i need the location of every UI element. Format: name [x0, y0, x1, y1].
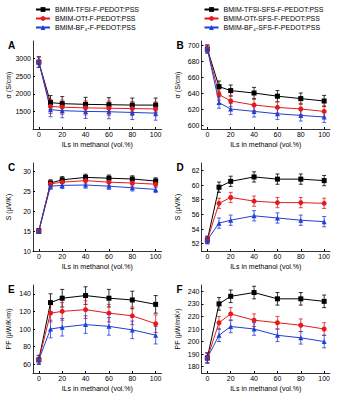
svg-text:680: 680: [188, 58, 200, 65]
svg-text:0: 0: [205, 375, 209, 382]
svg-text:20: 20: [227, 131, 235, 138]
svg-text:80: 80: [23, 343, 31, 350]
svg-text:52: 52: [192, 240, 200, 247]
svg-text:B: B: [177, 40, 184, 51]
svg-text:C: C: [8, 162, 15, 173]
svg-text:0: 0: [205, 253, 209, 260]
svg-text:20: 20: [23, 208, 31, 215]
svg-text:1500: 1500: [15, 108, 31, 115]
svg-text:120: 120: [19, 308, 31, 315]
svg-text:BMIM-TFSI-SFS-F-PEDOT:PSS: BMIM-TFSI-SFS-F-PEDOT:PSS: [224, 6, 324, 13]
svg-text:60: 60: [23, 361, 31, 368]
svg-text:80: 80: [297, 375, 305, 382]
svg-text:20: 20: [227, 375, 235, 382]
svg-text:40: 40: [82, 253, 90, 260]
svg-text:100: 100: [318, 375, 330, 382]
svg-text:60: 60: [105, 375, 113, 382]
svg-text:ILs in methanol (vol.%): ILs in methanol (vol.%): [62, 141, 133, 149]
svg-text:80: 80: [128, 253, 136, 260]
svg-text:20: 20: [58, 375, 66, 382]
svg-text:BMIM-BF₄-SFS-F-PEDOT:PSS: BMIM-BF₄-SFS-F-PEDOT:PSS: [224, 24, 321, 31]
svg-text:E: E: [8, 284, 15, 295]
svg-text:σ (S/cm): σ (S/cm): [5, 72, 13, 99]
svg-text:100: 100: [318, 253, 330, 260]
svg-text:200: 200: [188, 338, 200, 345]
svg-text:20: 20: [58, 253, 66, 260]
svg-text:80: 80: [128, 131, 136, 138]
svg-text:ILs in methanol (vol.%): ILs in methanol (vol.%): [230, 263, 301, 271]
svg-text:700: 700: [188, 42, 200, 49]
svg-text:240: 240: [188, 288, 200, 295]
svg-text:0: 0: [37, 375, 41, 382]
svg-text:660: 660: [188, 74, 200, 81]
svg-text:10: 10: [23, 248, 31, 255]
svg-text:640: 640: [188, 90, 200, 97]
svg-text:BMIM-OTf-F-PEDOT:PSS: BMIM-OTf-F-PEDOT:PSS: [55, 15, 136, 22]
svg-text:BMIM-BF₄-F-PEDOT:PSS: BMIM-BF₄-F-PEDOT:PSS: [55, 24, 136, 31]
svg-text:S (μV/K): S (μV/K): [174, 194, 182, 221]
svg-text:ILs in methanol (vol.%): ILs in methanol (vol.%): [62, 263, 133, 271]
svg-text:180: 180: [188, 363, 200, 370]
svg-text:40: 40: [82, 131, 90, 138]
svg-text:PF (μW/K²m): PF (μW/K²m): [5, 309, 13, 350]
svg-text:S (μV/K): S (μV/K): [5, 194, 13, 221]
svg-text:20: 20: [227, 253, 235, 260]
svg-text:0: 0: [37, 131, 41, 138]
svg-text:80: 80: [128, 375, 136, 382]
svg-text:80: 80: [297, 253, 305, 260]
svg-text:56: 56: [192, 211, 200, 218]
svg-text:600: 600: [188, 122, 200, 129]
svg-text:BMIM-OTf-SFS-F-PEDOT:PSS: BMIM-OTf-SFS-F-PEDOT:PSS: [224, 15, 321, 22]
svg-text:60: 60: [192, 182, 200, 189]
svg-text:ILs in methanol (vol.%): ILs in methanol (vol.%): [62, 385, 133, 393]
svg-text:40: 40: [82, 375, 90, 382]
svg-text:2000: 2000: [15, 90, 31, 97]
svg-text:40: 40: [250, 253, 258, 260]
svg-text:ILs in methanol (vol.%): ILs in methanol (vol.%): [230, 385, 301, 393]
svg-text:D: D: [177, 162, 184, 173]
svg-text:BMIM-TFSI-F-PEDOT:PSS: BMIM-TFSI-F-PEDOT:PSS: [55, 6, 139, 13]
svg-text:54: 54: [192, 226, 200, 233]
svg-text:40: 40: [250, 375, 258, 382]
svg-text:15: 15: [23, 228, 31, 235]
svg-text:100: 100: [150, 375, 162, 382]
svg-text:210: 210: [188, 326, 200, 333]
svg-text:25: 25: [23, 188, 31, 195]
svg-text:PF (μW/mK²): PF (μW/mK²): [174, 309, 182, 350]
svg-text:30: 30: [23, 168, 31, 175]
svg-text:60: 60: [105, 253, 113, 260]
svg-text:620: 620: [188, 106, 200, 113]
svg-text:80: 80: [297, 131, 305, 138]
svg-text:62: 62: [192, 167, 200, 174]
svg-text:190: 190: [188, 351, 200, 358]
svg-text:60: 60: [274, 253, 282, 260]
svg-text:F: F: [177, 284, 183, 295]
svg-text:σ (S/cm): σ (S/cm): [174, 72, 182, 99]
svg-text:0: 0: [205, 131, 209, 138]
svg-text:60: 60: [274, 375, 282, 382]
svg-text:58: 58: [192, 196, 200, 203]
svg-text:2500: 2500: [15, 73, 31, 80]
svg-text:230: 230: [188, 300, 200, 307]
svg-text:20: 20: [58, 131, 66, 138]
svg-text:100: 100: [150, 131, 162, 138]
svg-text:40: 40: [250, 131, 258, 138]
svg-text:0: 0: [37, 253, 41, 260]
svg-text:60: 60: [105, 131, 113, 138]
svg-text:100: 100: [150, 253, 162, 260]
svg-text:100: 100: [318, 131, 330, 138]
svg-text:A: A: [8, 40, 15, 51]
svg-text:140: 140: [19, 290, 31, 297]
svg-text:100: 100: [19, 326, 31, 333]
svg-text:60: 60: [274, 131, 282, 138]
svg-text:220: 220: [188, 313, 200, 320]
svg-text:3000: 3000: [15, 55, 31, 62]
svg-text:ILs in methanol (vol.%): ILs in methanol (vol.%): [230, 141, 301, 149]
